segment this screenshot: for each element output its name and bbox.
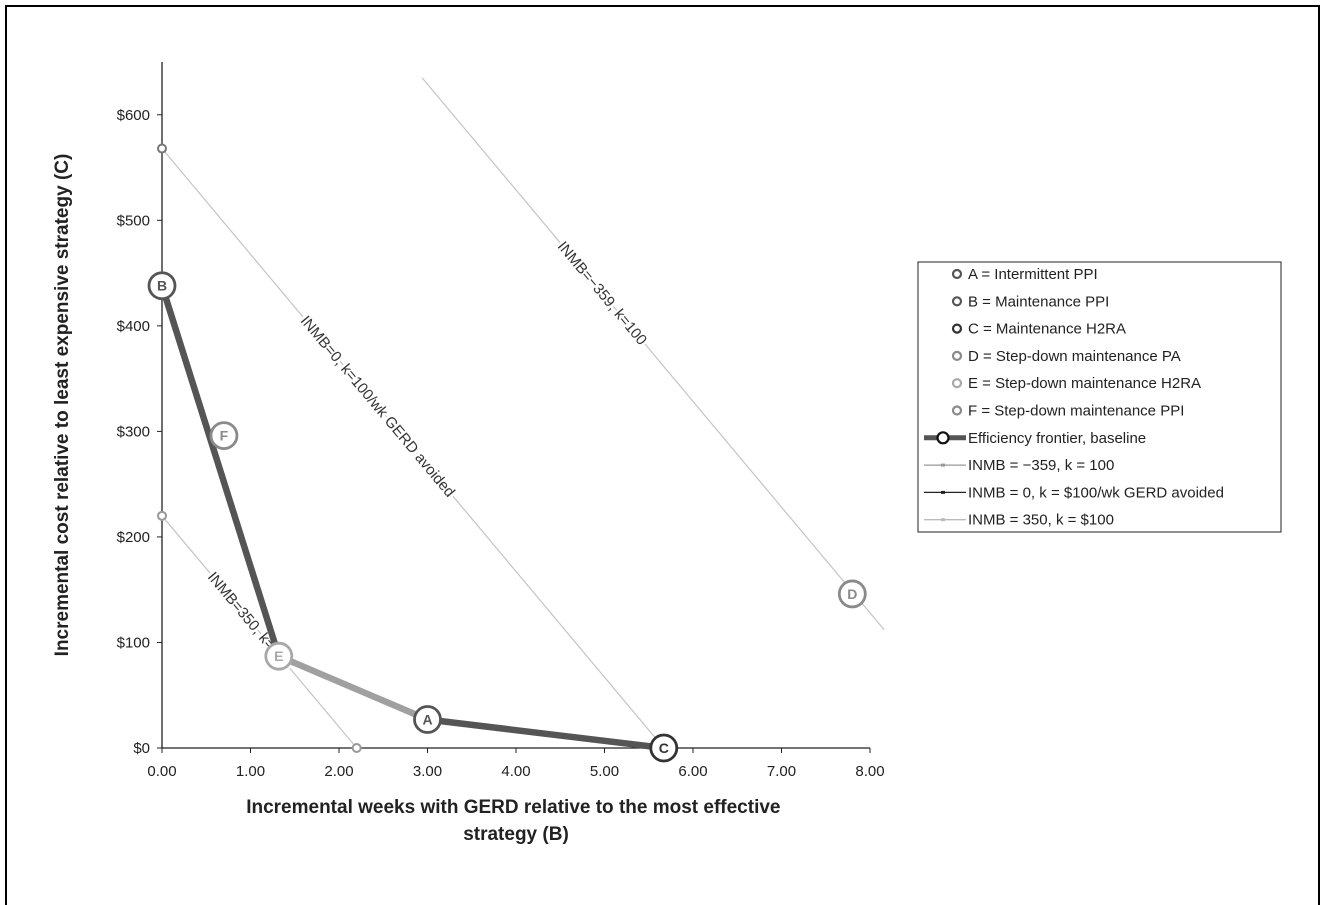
y-tick-label: $400	[117, 318, 150, 335]
small-point	[157, 143, 167, 154]
x-axis-title-line-2: strategy (B)	[463, 824, 569, 845]
strategy-marker-label: D	[847, 586, 857, 602]
strategy-marker	[209, 421, 239, 451]
y-tick-label: $300	[117, 423, 150, 440]
small-point	[351, 743, 362, 753]
strategy-marker	[837, 579, 867, 609]
x-tick-label: 4.00	[501, 763, 530, 780]
legend-entry: INMB = −359, k = 100	[968, 457, 1114, 474]
legend-entry: INMB = 0, k = $100/wk GERD avoided	[968, 484, 1224, 501]
x-tick-label: 7.00	[767, 763, 796, 780]
figure-frame	[5, 5, 1320, 905]
inmb-line-label: INMB=0, k=100/wk GERD avoided	[297, 313, 458, 501]
strategy-marker	[264, 641, 294, 671]
legend: A = Intermittent PPI B = Maintenance PPI C…	[917, 261, 1282, 533]
legend-entry: Efficiency frontier, baseline	[968, 430, 1146, 447]
y-tick-label: $200	[117, 529, 150, 546]
legend-entry: E = Step-down maintenance H2RA	[968, 375, 1201, 392]
frontier-segment	[424, 716, 668, 752]
legend-line-dot	[941, 463, 945, 467]
strategy-marker-label: A	[422, 712, 432, 728]
efficiency-frontier	[158, 282, 668, 752]
legend-marker	[951, 378, 963, 389]
legend-line-dot	[941, 518, 945, 522]
x-axis-title: Incremental weeks with GERD relative to …	[246, 797, 786, 845]
frontier-segment	[158, 282, 283, 660]
x-axis-title-line-1: Incremental weeks with GERD relative to …	[246, 797, 780, 818]
axis-ticks: 0.00 1.00 2.00 3.00 4.00 5.00 6.00 7.00 8.00 $0 $1…	[117, 107, 885, 780]
frontier-segment	[275, 652, 431, 723]
x-tick-label: 1.00	[236, 763, 265, 780]
legend-marker	[951, 268, 963, 280]
y-tick-label: $0	[133, 740, 150, 757]
x-tick-label: 6.00	[678, 763, 707, 780]
legend-marker	[951, 350, 963, 361]
legend-box	[917, 261, 1282, 533]
strategy-marker-label: B	[157, 278, 167, 294]
strategy-marker-label: F	[220, 428, 229, 444]
legend-entry: C = Maintenance H2RA	[968, 321, 1126, 338]
legend-entry: INMB = 350, k = $100	[968, 512, 1114, 529]
strategy-marker	[649, 733, 679, 763]
legend-marker	[951, 405, 963, 416]
inmb-line	[161, 148, 665, 749]
strategy-marker-label: E	[274, 648, 283, 664]
x-tick-label: 8.00	[855, 763, 884, 780]
strategy-markers: A B C D E F	[147, 271, 867, 763]
x-tick-label: 2.00	[324, 763, 353, 780]
legend-marker	[951, 296, 963, 307]
legend-entry: D = Step-down maintenance PA	[968, 348, 1181, 365]
inmb-line-label: INMB=−359, k=100	[554, 238, 650, 348]
small-points	[157, 143, 362, 753]
legend-entry: A = Intermittent PPI	[968, 266, 1098, 283]
legend-entry: B = Maintenance PPI	[968, 293, 1109, 310]
x-tick-label: 0.00	[147, 763, 176, 780]
x-tick-label: 5.00	[590, 763, 619, 780]
y-tick-label: $100	[117, 634, 150, 651]
inmb-line	[421, 77, 885, 631]
inmb-line	[161, 515, 358, 749]
strategy-marker	[413, 705, 442, 734]
x-tick-label: 3.00	[413, 763, 442, 780]
y-tick-label: $500	[117, 212, 150, 229]
strategy-marker	[147, 271, 177, 301]
legend-entry: F = Step-down maintenance PPI	[968, 403, 1184, 420]
strategy-marker-label: C	[659, 740, 669, 756]
small-point	[157, 510, 167, 521]
legend-marker	[951, 323, 963, 334]
legend-line-dot	[941, 490, 945, 494]
legend-frontier-marker	[936, 431, 950, 445]
y-tick-label: $600	[117, 107, 150, 124]
y-axis-title: Incremental cost relative to least expen…	[52, 154, 73, 657]
